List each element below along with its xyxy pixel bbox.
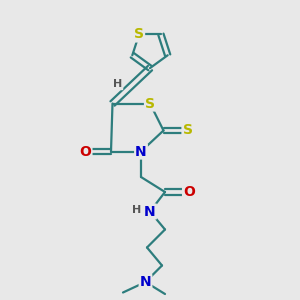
Text: S: S bbox=[134, 28, 144, 41]
Text: N: N bbox=[140, 275, 151, 289]
Text: H: H bbox=[113, 79, 122, 89]
Text: O: O bbox=[183, 185, 195, 199]
Text: O: O bbox=[80, 145, 92, 158]
Text: N: N bbox=[135, 145, 147, 158]
Text: H: H bbox=[132, 205, 141, 215]
Text: S: S bbox=[145, 97, 155, 110]
Text: S: S bbox=[182, 124, 193, 137]
Text: N: N bbox=[144, 205, 156, 218]
